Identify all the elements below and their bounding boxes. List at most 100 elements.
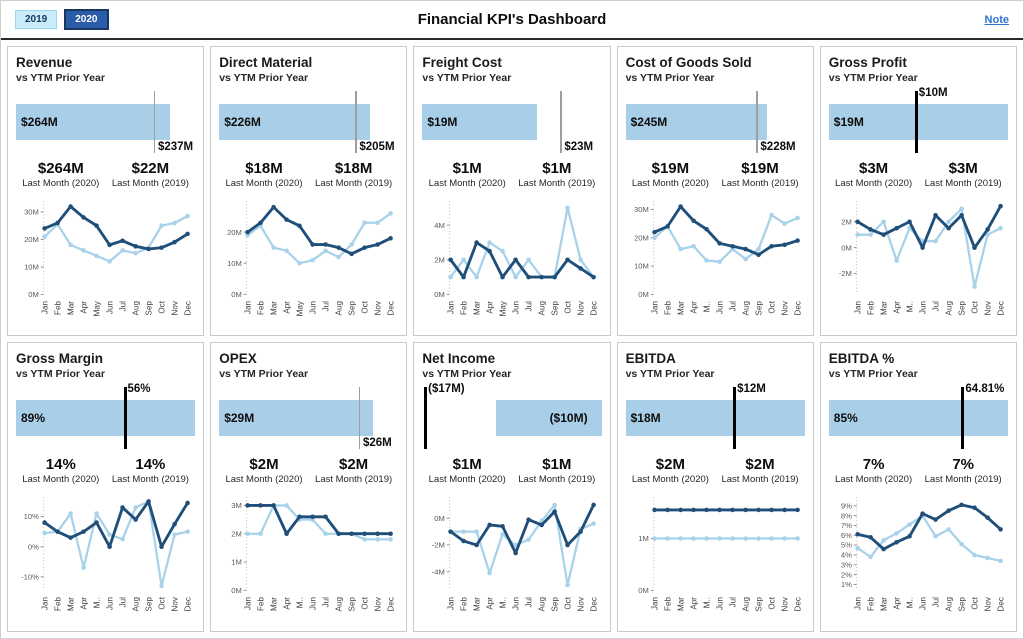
card-subtitle: vs YTM Prior Year [219, 368, 309, 380]
svg-text:20M: 20M [24, 235, 39, 244]
svg-text:Jan: Jan [650, 301, 659, 314]
kpi-card: EBITDA % vs YTM Prior Year 85% 64.81% 7%… [819, 342, 1017, 632]
legend-chip-2020[interactable]: 2020 [64, 9, 109, 30]
svg-text:Apr: Apr [486, 597, 495, 610]
metric-label: Last Month (2019) [518, 474, 596, 485]
metrics-row: $19M Last Month (2020) $19M Last Month (… [626, 160, 805, 189]
svg-text:Jul: Jul [931, 597, 940, 608]
bullet-target-line [756, 91, 758, 153]
bullet-bar: 89% [16, 400, 196, 436]
bullet-chart[interactable]: $29M $26M [219, 385, 398, 453]
metric-value: $2M [249, 456, 279, 473]
trend-line-chart[interactable]: 0M 1M Jan Feb Mar Apr M.. Jun Jul Aug Sep Oct Nov Dec [626, 488, 805, 626]
bullet-target-label: ($17M) [428, 383, 465, 395]
bullet-target-label: $237M [157, 141, 194, 153]
card-subtitle: vs YTM Prior Year [828, 368, 918, 380]
svg-text:Sep: Sep [551, 597, 560, 612]
trend-line-chart[interactable]: 0M 10M 20M 30M Jan Feb Mar Apr M.. Jun Jul Aug Sep Oc… [626, 192, 805, 330]
svg-text:Apr: Apr [689, 301, 698, 314]
svg-text:Jun: Jun [105, 597, 114, 610]
svg-text:M..: M.. [296, 597, 305, 608]
metric-value: $3M [948, 160, 978, 177]
bullet-chart[interactable]: 89% 56% [16, 383, 196, 453]
svg-text:7%: 7% [841, 521, 852, 530]
kpi-card: Gross Margin vs YTM Prior Year 89% 56% 1… [7, 342, 205, 632]
svg-text:M..: M.. [92, 597, 101, 608]
card-title: EBITDA % [828, 351, 895, 366]
kpi-card: OPEX vs YTM Prior Year $29M $26M $2M Las… [210, 342, 408, 632]
svg-text:Apr: Apr [79, 301, 88, 314]
metric-label: Last Month (2020) [428, 474, 506, 485]
trend-line-chart[interactable]: 0M 10M 20M Jan Feb Mar Apr May Jun Jul Aug Sep Oct No… [219, 192, 398, 330]
cards-grid: Revenue vs YTM Prior Year $264M $237M $2… [1, 40, 1023, 638]
bullet-bar: $245M [625, 104, 768, 140]
bullet-value-label: $226M [224, 115, 261, 129]
svg-text:Oct: Oct [767, 300, 776, 313]
svg-text:Sep: Sep [957, 301, 966, 316]
bullet-chart[interactable]: $19M $23M [422, 89, 601, 157]
note-link[interactable]: Note [984, 13, 1009, 26]
metric-value: 7% [862, 456, 885, 473]
card-title: Net Income [422, 351, 496, 366]
svg-text:Feb: Feb [53, 597, 62, 611]
page-title: Financial KPI's Dashboard [417, 11, 607, 28]
svg-text:-4M: -4M [432, 567, 445, 576]
bullet-target-label: $228M [760, 141, 796, 153]
bullet-chart[interactable]: $18M $12M [625, 383, 805, 453]
metric-label: Last Month (2020) [631, 178, 709, 189]
card-subtitle: vs YTM Prior Year [625, 72, 715, 84]
metric-label: Last Month (2019) [315, 474, 393, 485]
svg-text:Mar: Mar [66, 597, 75, 611]
bullet-chart[interactable]: $226M $205M [219, 89, 398, 157]
svg-text:Nov: Nov [374, 300, 383, 315]
bullet-chart[interactable]: 85% 64.81% [828, 383, 1008, 453]
bullet-chart[interactable]: $19M $10M [828, 87, 1008, 157]
trend-line-chart[interactable]: -4M -2M 0M Jan Feb Mar Apr M.. Jun Jul Aug Sep Oct No… [422, 488, 601, 626]
svg-text:Sep: Sep [144, 301, 153, 316]
svg-text:5%: 5% [841, 541, 852, 550]
svg-text:Jan: Jan [244, 597, 253, 610]
card-title: OPEX [219, 351, 257, 366]
trend-line-chart[interactable]: -2M 0M 2M Jan Feb Mar Apr M.. Jun Jul Aug Sep Oct Nov… [829, 192, 1008, 330]
svg-text:Sep: Sep [144, 597, 153, 612]
metrics-row: $2M Last Month (2020) $2M Last Month (20… [219, 456, 398, 485]
svg-text:Jul: Jul [728, 597, 737, 608]
bullet-target-line [355, 91, 357, 153]
svg-text:Aug: Aug [741, 301, 750, 315]
svg-text:Aug: Aug [741, 597, 750, 611]
metric-value: 7% [952, 456, 975, 473]
bullet-target-label: 56% [127, 383, 151, 395]
kpi-card: Direct Material vs YTM Prior Year $226M … [210, 46, 408, 336]
card-subtitle: vs YTM Prior Year [16, 72, 105, 84]
metric-prior-year: $22M Last Month (2019) [106, 160, 196, 189]
svg-text:Apr: Apr [892, 301, 901, 314]
svg-text:Feb: Feb [866, 301, 875, 315]
bullet-bar: $226M [219, 104, 370, 140]
trend-line-chart[interactable]: 1%2%3%4%5%6%7%8%9% Jan Feb Mar Apr M.. Jun Jul A… [829, 488, 1008, 626]
trend-line-chart[interactable]: -10% 0% 10% Jan Feb Mar Apr M.. Jun Jul Aug Sep Oct N… [16, 488, 195, 626]
bullet-value-label: $18M [630, 411, 661, 425]
svg-text:3M: 3M [231, 501, 242, 510]
metrics-row: $2M Last Month (2020) $2M Last Month (20… [626, 456, 805, 485]
svg-text:8%: 8% [841, 511, 852, 520]
trend-line-chart[interactable]: 0M 2M 4M Jan Feb Mar Apr May Jun Jul Aug Sep Oct Nov D… [422, 192, 601, 330]
card-subtitle: vs YTM Prior Year [828, 72, 918, 84]
svg-text:Oct: Oct [157, 300, 166, 313]
svg-text:-10%: -10% [21, 572, 39, 581]
svg-text:Jul: Jul [525, 597, 534, 608]
svg-text:M..: M.. [702, 301, 711, 312]
svg-text:Dec: Dec [183, 301, 192, 315]
svg-text:-2M: -2M [839, 269, 852, 278]
svg-text:Dec: Dec [387, 597, 396, 611]
trend-line-chart[interactable]: 0M 1M 2M 3M Jan Feb Mar Apr M.. Jun Jul Aug Sep Oct No… [219, 488, 398, 626]
metric-value: $2M [745, 456, 775, 473]
trend-line-chart[interactable]: 0M 10M 20M 30M Jan Feb Mar Apr May Jun Jul Aug Sep Oc… [16, 192, 195, 330]
card-subtitle: vs YTM Prior Year [219, 72, 309, 84]
card-subtitle: vs YTM Prior Year [422, 368, 512, 380]
legend-chip-2019[interactable]: 2019 [15, 10, 58, 29]
bullet-chart[interactable]: $264M $237M [16, 89, 195, 157]
bullet-target-line [914, 91, 918, 153]
bullet-chart[interactable]: $245M $228M [625, 89, 805, 157]
bullet-target-line [424, 387, 428, 449]
bullet-chart[interactable]: ($10M) ($17M) [422, 383, 602, 453]
